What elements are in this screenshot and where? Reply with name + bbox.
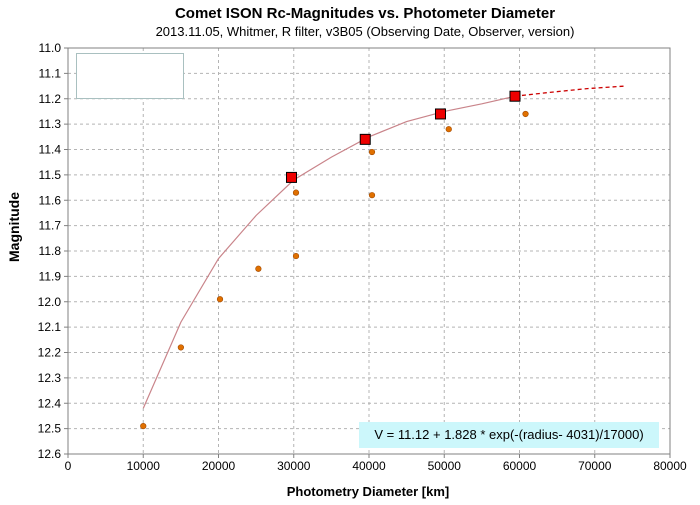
x-tick-label: 40000 [352, 459, 386, 473]
y-tick-label: 11.6 [39, 193, 62, 207]
y-tick-label: 12.5 [38, 422, 62, 436]
y-tick-label: 12.4 [38, 396, 62, 410]
data-point-measured [255, 265, 262, 272]
y-tick-label: 11.5 [39, 168, 62, 182]
data-point-measured [177, 344, 184, 351]
chart-subtitle: 2013.11.05, Whitmer, R filter, v3B05 (Ob… [155, 24, 575, 39]
y-tick-label: 12.1 [38, 320, 62, 334]
x-tick-label: 0 [65, 459, 72, 473]
equation-annotation: V = 11.12 + 1.828 * exp(-(radius- 4031)/… [359, 422, 659, 448]
data-point-measured [292, 252, 300, 260]
y-tick-label: 11.8 [39, 244, 62, 258]
legend-box [76, 53, 184, 99]
y-axis-label: Magnitude [6, 192, 22, 262]
y-tick-label: 12.6 [38, 447, 62, 461]
x-tick-label: 20000 [202, 459, 236, 473]
y-tick-label: 12.3 [38, 371, 62, 385]
y-tick-label: 11.7 [39, 219, 62, 233]
x-axis-label: Photometry Diameter [km] [286, 484, 450, 499]
y-tick-label: 11.0 [39, 41, 62, 55]
x-tick-label: 60000 [503, 459, 537, 473]
y-tick-label: 12.2 [38, 346, 62, 360]
y-tick-label: 11.9 [39, 269, 62, 283]
x-tick-label: 80000 [653, 459, 687, 473]
x-tick-label: 10000 [127, 459, 161, 473]
fit-curve [142, 95, 516, 409]
data-point-measured [368, 148, 376, 156]
data-point-measured [522, 110, 529, 118]
data-point-square [285, 171, 297, 183]
y-tick-label: 11.3 [39, 117, 62, 131]
data-point-square [509, 90, 521, 102]
data-point-measured [292, 189, 300, 196]
data-point-measured [216, 296, 224, 303]
data-point-square [359, 133, 371, 145]
y-tick-label: 12.0 [38, 295, 62, 309]
x-tick-label: 50000 [428, 459, 462, 473]
data-point-square [434, 108, 446, 120]
fit-curve-extrapolation [514, 85, 625, 97]
data-point-measured [445, 126, 452, 133]
y-tick-label: 11.1 [39, 66, 62, 80]
y-tick-label: 11.2 [39, 92, 62, 106]
y-tick-label: 11.4 [39, 143, 62, 157]
chart-title: Comet ISON Rc-Magnitudes vs. Photometer … [174, 5, 556, 22]
x-tick-label: 70000 [578, 459, 612, 473]
x-tick-label: 30000 [277, 459, 311, 473]
data-point-measured [140, 422, 147, 430]
data-point-measured [368, 192, 376, 199]
